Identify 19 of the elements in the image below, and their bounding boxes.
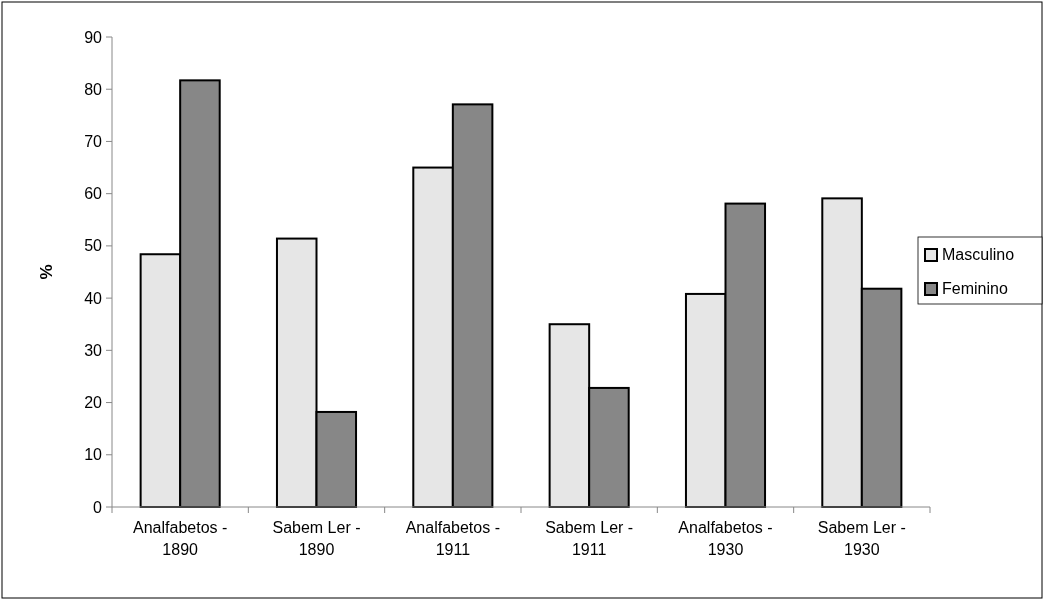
y-tick-label: 80 [84, 80, 103, 98]
y-tick-label: 70 [84, 133, 103, 151]
x-tick-label: Analfabetos - 1890 [133, 519, 228, 558]
y-tick-label: 40 [84, 289, 103, 307]
y-tick-label: 50 [84, 237, 103, 255]
x-tick-label: Analfabetos - 1930 [678, 519, 773, 558]
y-tick-label: 10 [84, 446, 103, 464]
x-tick-label: Sabem Ler - 1930 [817, 519, 906, 558]
y-tick-label: 0 [93, 498, 103, 516]
x-tick-label: Sabem Ler - 1890 [272, 519, 361, 558]
x-tick-label: Analfabetos - 1911 [405, 519, 500, 558]
legend-label: Masculino [942, 246, 1015, 263]
legend-label: Feminino [942, 280, 1008, 297]
y-tick-label: 20 [84, 394, 103, 412]
y-axis-title: % [37, 264, 56, 280]
x-tick-label: Sabem Ler - 1911 [545, 519, 634, 558]
y-tick-label: 90 [84, 28, 103, 46]
y-tick-label: 60 [84, 185, 103, 203]
y-tick-label: 30 [84, 341, 103, 359]
